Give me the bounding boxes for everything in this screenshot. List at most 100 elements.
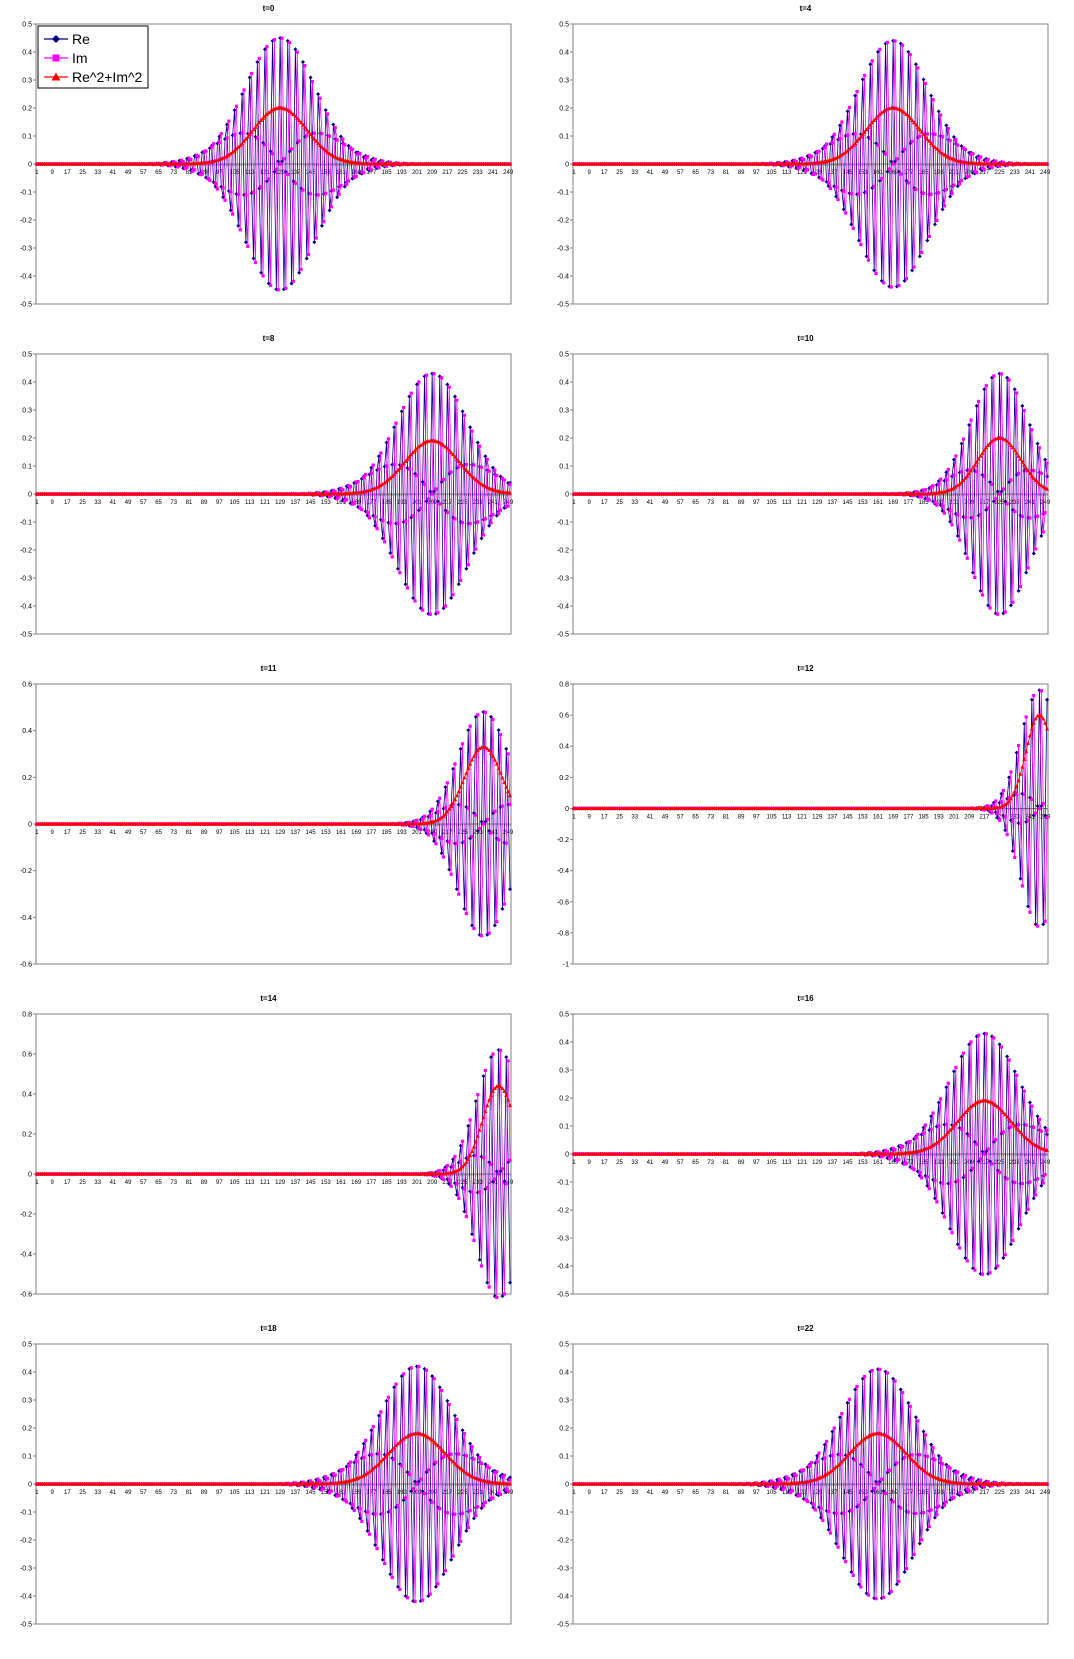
y-tick-label: 0 <box>28 492 32 499</box>
data-point-re <box>872 268 877 273</box>
x-tick-label: 1 <box>35 500 39 506</box>
data-point-im <box>826 181 831 185</box>
data-point-density <box>873 116 879 120</box>
data-point-im <box>996 612 1000 616</box>
data-point-re <box>824 179 829 184</box>
data-point-im <box>449 470 453 474</box>
data-point-density <box>507 161 513 166</box>
data-point-re <box>938 133 943 138</box>
data-point-im <box>413 599 417 603</box>
data-point-re <box>910 268 915 273</box>
data-point-im <box>963 148 967 152</box>
x-tick-label: 105 <box>767 500 778 506</box>
data-point-im <box>310 80 315 84</box>
data-point-density <box>443 444 448 449</box>
data-point-density <box>970 465 976 470</box>
data-point-density <box>919 129 924 134</box>
x-tick-label: 49 <box>125 170 132 176</box>
data-point-re <box>938 503 943 508</box>
data-point-im <box>191 169 195 173</box>
x-tick-label: 137 <box>827 170 838 176</box>
data-point-re <box>312 240 317 245</box>
data-point-im <box>781 164 785 168</box>
data-point-im <box>937 482 941 486</box>
y-tick-label: -0.1 <box>20 520 32 527</box>
x-tick-label: 209 <box>427 500 438 506</box>
data-point-im <box>857 192 861 196</box>
data-point-im <box>327 495 332 499</box>
data-point-density <box>466 470 471 475</box>
data-point-re <box>464 805 469 810</box>
data-point-im <box>958 538 962 542</box>
data-point-density <box>420 441 425 446</box>
data-point-im <box>460 520 465 525</box>
data-point-im <box>1043 511 1047 515</box>
data-point-re <box>1024 570 1029 575</box>
x-tick-label: 41 <box>110 170 117 176</box>
data-point-density <box>418 443 423 447</box>
data-point-re <box>236 223 241 228</box>
x-tick-label: 25 <box>79 500 86 506</box>
data-point-density <box>911 120 917 125</box>
data-point-im <box>345 182 349 186</box>
y-tick-label: 0.1 <box>22 134 32 141</box>
data-point-im <box>422 482 427 486</box>
data-point-density <box>297 118 302 122</box>
y-tick-label: 0 <box>565 492 569 499</box>
data-point-im <box>804 169 808 173</box>
data-point-re <box>407 394 412 399</box>
data-point-re <box>1016 588 1021 593</box>
y-tick-label: 0.3 <box>22 78 32 85</box>
data-point-density <box>851 143 856 148</box>
data-point-im <box>365 155 370 159</box>
data-point-re <box>327 208 332 213</box>
data-point-re <box>316 92 321 97</box>
data-point-im <box>436 611 440 615</box>
data-point-re <box>428 489 433 494</box>
data-point-im <box>485 457 489 461</box>
data-point-im <box>977 399 981 404</box>
data-point-im <box>817 149 821 153</box>
data-point-re <box>1027 422 1032 427</box>
data-point-im <box>270 152 275 156</box>
series-density <box>571 435 1050 496</box>
data-point-re <box>439 851 444 856</box>
data-point-im <box>1039 471 1043 475</box>
data-point-density <box>843 150 848 154</box>
data-point-im <box>428 612 432 616</box>
x-tick-label: 193 <box>397 830 408 836</box>
data-point-density <box>298 120 304 125</box>
data-point-re <box>963 551 968 556</box>
data-point-im <box>354 480 358 484</box>
data-point-im <box>906 181 910 185</box>
x-tick-label: 65 <box>155 830 162 836</box>
data-point-im <box>971 151 975 156</box>
series-density <box>34 105 513 166</box>
data-point-re <box>403 582 408 587</box>
data-point-im <box>910 139 914 144</box>
data-point-im <box>944 187 948 192</box>
data-point-im <box>364 156 368 160</box>
data-point-im <box>904 277 909 281</box>
data-point-re <box>490 811 495 816</box>
data-point-im <box>498 508 503 512</box>
data-point-re <box>950 474 955 479</box>
data-point-im <box>364 472 368 477</box>
data-point-im <box>181 160 185 164</box>
data-point-im <box>206 177 210 181</box>
data-point-density <box>249 129 254 134</box>
data-point-im <box>470 429 474 433</box>
data-point-density <box>507 491 513 495</box>
data-point-density <box>308 132 313 137</box>
data-point-density <box>934 146 939 151</box>
x-tick-label: 193 <box>934 500 945 506</box>
data-point-im <box>834 185 838 189</box>
data-point-im <box>927 498 931 502</box>
data-point-im <box>324 191 328 195</box>
data-point-density <box>976 456 981 461</box>
data-point-density <box>452 454 458 459</box>
data-point-density <box>870 120 875 125</box>
data-point-im <box>790 164 795 168</box>
data-point-im <box>267 177 271 181</box>
data-point-im <box>929 192 933 196</box>
